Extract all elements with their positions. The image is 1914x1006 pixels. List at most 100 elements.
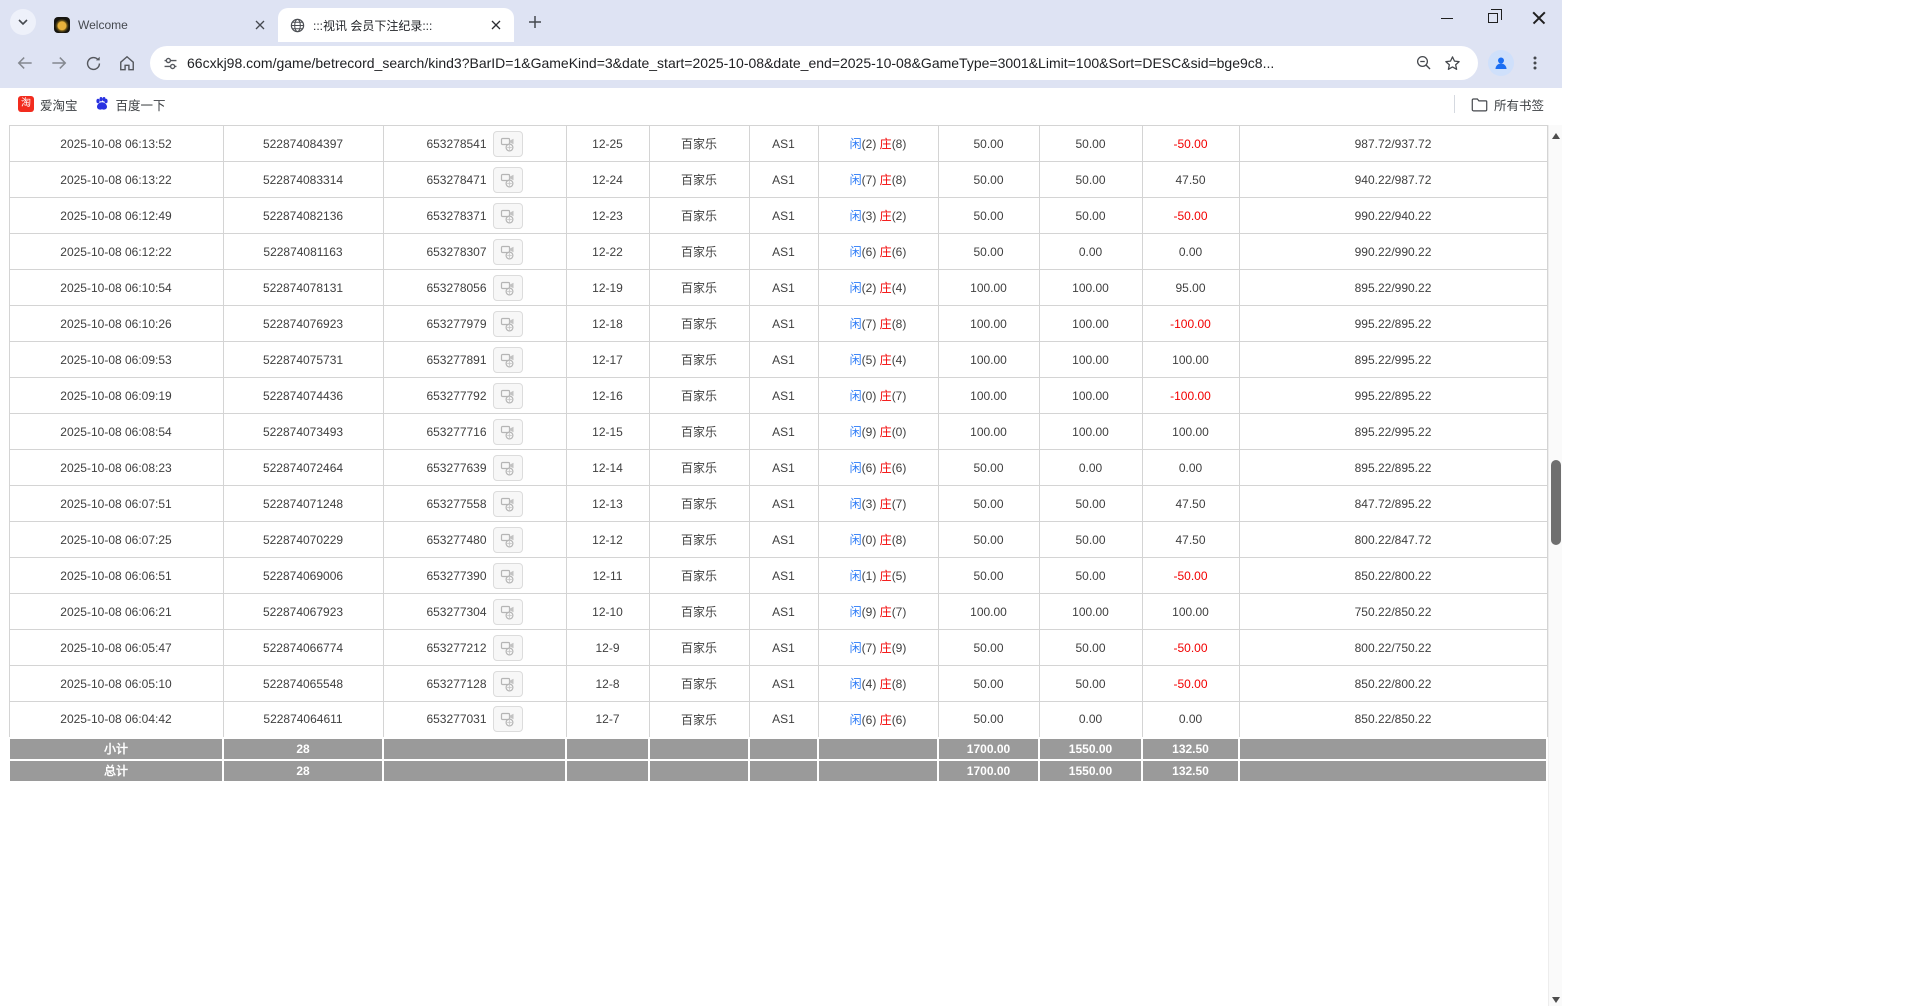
table-name: AS1 bbox=[748, 269, 819, 306]
win-loss: 100.00 bbox=[1141, 413, 1240, 450]
bet-amount: 50.00 bbox=[937, 665, 1040, 702]
banker-points: (7) bbox=[891, 497, 907, 511]
game-name: 百家乐 bbox=[648, 449, 750, 486]
video-replay-button[interactable] bbox=[492, 130, 523, 157]
bet-amount: 50.00 bbox=[937, 557, 1040, 594]
video-replay-button[interactable] bbox=[492, 418, 523, 445]
valid-amount: 50.00 bbox=[1038, 665, 1143, 702]
valid-amount: 50.00 bbox=[1038, 629, 1143, 666]
player-label: 闲 bbox=[849, 173, 862, 187]
player-label: 闲 bbox=[849, 353, 862, 367]
table-name: AS1 bbox=[748, 629, 819, 666]
banker-label: 庄 bbox=[879, 317, 892, 331]
tab-bet-records[interactable]: :::视讯 会员下注纪录::: bbox=[278, 8, 514, 42]
video-replay-button[interactable] bbox=[492, 202, 523, 229]
game-number: 653278541 bbox=[426, 136, 487, 151]
table-row: 2025-10-08 06:05:10 522874065548 6532771… bbox=[8, 665, 1548, 702]
home-button[interactable] bbox=[110, 46, 144, 80]
game-name: 百家乐 bbox=[648, 413, 750, 450]
menu-button[interactable] bbox=[1518, 46, 1552, 80]
table-row: 2025-10-08 06:06:51 522874069006 6532773… bbox=[8, 557, 1548, 594]
player-label: 闲 bbox=[849, 281, 862, 295]
valid-amount: 50.00 bbox=[1038, 161, 1143, 198]
video-replay-button[interactable] bbox=[492, 310, 523, 337]
table-name: AS1 bbox=[748, 377, 819, 414]
reload-button[interactable] bbox=[76, 46, 110, 80]
url-bar[interactable]: 66cxkj98.com/game/betrecord_search/kind3… bbox=[150, 46, 1478, 80]
tab-strip: Welcome :::视讯 会员下注纪录::: bbox=[0, 0, 1562, 42]
game-number: 653277979 bbox=[426, 316, 487, 331]
minimize-button[interactable] bbox=[1424, 0, 1470, 36]
site-info-icon[interactable] bbox=[162, 55, 179, 72]
tab-search-button[interactable] bbox=[10, 9, 36, 35]
restore-button[interactable] bbox=[1470, 0, 1516, 36]
bookmark-button[interactable] bbox=[1438, 49, 1466, 77]
url-text[interactable]: 66cxkj98.com/game/betrecord_search/kind3… bbox=[187, 55, 1275, 71]
bookmark-baidu[interactable]: 百度一下 bbox=[86, 92, 174, 117]
video-replay-button[interactable] bbox=[492, 382, 523, 409]
video-replay-button[interactable] bbox=[492, 562, 523, 589]
bet-detail: 闲(4) 庄(8) bbox=[817, 665, 939, 702]
bet-detail: 闲(0) 庄(8) bbox=[817, 521, 939, 558]
video-replay-button[interactable] bbox=[492, 274, 523, 301]
tab-welcome[interactable]: Welcome bbox=[42, 8, 278, 42]
video-replay-button[interactable] bbox=[492, 706, 523, 733]
total-label: 总计 bbox=[8, 758, 224, 783]
player-points: (0) bbox=[861, 389, 877, 403]
scroll-up-button[interactable] bbox=[1549, 128, 1563, 144]
video-replay-button[interactable] bbox=[492, 166, 523, 193]
video-replay-button[interactable] bbox=[492, 490, 523, 517]
close-button[interactable] bbox=[1516, 0, 1562, 36]
bet-time: 2025-10-08 06:12:22 bbox=[8, 233, 224, 270]
video-replay-button[interactable] bbox=[492, 634, 523, 661]
back-button[interactable] bbox=[8, 46, 42, 80]
video-camera-icon bbox=[500, 677, 514, 692]
banker-label: 庄 bbox=[879, 461, 892, 475]
balance: 850.22/800.22 bbox=[1238, 557, 1548, 594]
bet-amount: 50.00 bbox=[937, 449, 1040, 486]
table-row: 2025-10-08 06:07:25 522874070229 6532774… bbox=[8, 521, 1548, 558]
new-tab-button[interactable] bbox=[522, 9, 548, 35]
round-number: 12-9 bbox=[565, 629, 650, 666]
tab-close-icon[interactable] bbox=[488, 17, 504, 33]
bet-detail: 闲(2) 庄(8) bbox=[817, 125, 939, 162]
bet-amount: 50.00 bbox=[937, 701, 1040, 738]
scrollbar[interactable] bbox=[1548, 125, 1562, 1006]
banker-points: (6) bbox=[891, 712, 907, 727]
video-replay-button[interactable] bbox=[492, 526, 523, 553]
bookmark-taobao[interactable]: 淘 爱淘宝 bbox=[10, 92, 86, 117]
plus-icon bbox=[529, 16, 541, 28]
scrollbar-thumb[interactable] bbox=[1551, 460, 1561, 545]
game-name: 百家乐 bbox=[648, 521, 750, 558]
banker-label: 庄 bbox=[879, 533, 892, 547]
subtotal-row: 小计 28 1700.00 1550.00 132.50 bbox=[8, 736, 1548, 761]
bet-time: 2025-10-08 06:13:52 bbox=[8, 125, 224, 162]
video-camera-icon bbox=[500, 317, 514, 332]
player-label: 闲 bbox=[849, 461, 862, 475]
video-replay-button[interactable] bbox=[492, 454, 523, 481]
game-number-cell: 653277480 bbox=[382, 521, 567, 558]
round-number: 12-14 bbox=[565, 449, 650, 486]
all-bookmarks-button[interactable]: 所有书签 bbox=[1463, 92, 1552, 117]
person-icon bbox=[1495, 57, 1507, 69]
video-replay-button[interactable] bbox=[492, 598, 523, 625]
video-replay-button[interactable] bbox=[492, 238, 523, 265]
forward-button[interactable] bbox=[42, 46, 76, 80]
win-loss: 0.00 bbox=[1141, 233, 1240, 270]
video-replay-button[interactable] bbox=[492, 670, 523, 697]
player-points: (9) bbox=[861, 605, 877, 619]
bet-id: 522874073493 bbox=[222, 413, 384, 450]
round-number: 12-7 bbox=[565, 701, 650, 738]
zoom-button[interactable] bbox=[1410, 49, 1438, 77]
game-number-cell: 653277716 bbox=[382, 413, 567, 450]
bet-time: 2025-10-08 06:10:54 bbox=[8, 269, 224, 306]
video-camera-icon bbox=[500, 137, 514, 152]
profile-avatar[interactable] bbox=[1488, 50, 1514, 76]
divider bbox=[1453, 95, 1455, 113]
chevron-down-icon bbox=[18, 19, 28, 26]
game-number: 653277558 bbox=[426, 496, 487, 511]
player-label: 闲 bbox=[849, 712, 862, 727]
tab-close-icon[interactable] bbox=[252, 17, 268, 33]
video-replay-button[interactable] bbox=[492, 346, 523, 373]
scroll-down-button[interactable] bbox=[1549, 992, 1563, 1006]
